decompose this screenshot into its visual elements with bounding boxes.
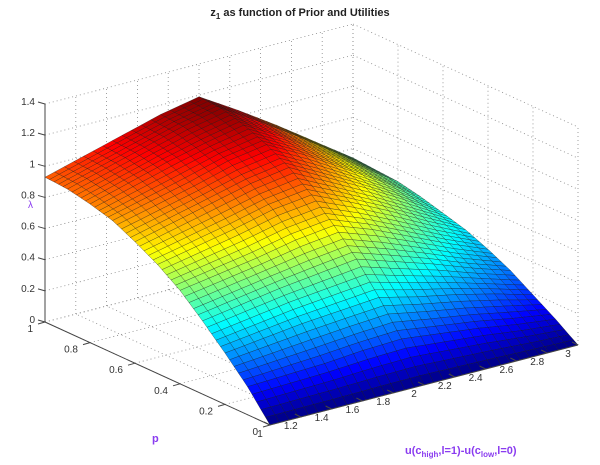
x-tick	[540, 349, 548, 354]
z-tick	[37, 101, 46, 105]
chart-title: z1 as function of Prior and Utilities	[210, 7, 390, 22]
x-tick-label: 1.6	[345, 405, 359, 416]
y-tick-label: 0.2	[199, 406, 213, 417]
x-tick-label: 1.2	[284, 421, 298, 432]
z-tick-label: 1.4	[21, 97, 35, 108]
x-tick-label: 2.8	[530, 357, 544, 368]
z-tick-label: 0.2	[21, 284, 35, 295]
z-tick	[37, 226, 46, 230]
z-tick	[37, 257, 46, 261]
y-tick	[82, 342, 91, 346]
grid-line	[352, 85, 579, 190]
y-tick	[172, 383, 181, 387]
z-axis-label: λ	[28, 200, 33, 211]
z-tick-label: 0.4	[21, 253, 35, 264]
x-tick	[510, 357, 517, 362]
x-tick-label: 2	[411, 389, 417, 400]
x-tick-label: 3	[565, 349, 571, 360]
z-tick-label: 0.6	[21, 222, 35, 233]
y-axis-line	[44, 321, 271, 426]
x-tick-label: 1.4	[315, 413, 329, 424]
y-tick-label: 0.6	[109, 365, 123, 376]
y-tick-label: 0.8	[64, 345, 78, 356]
z-tick	[37, 163, 46, 167]
x-tick-label: 2.4	[469, 373, 483, 384]
grid-line	[352, 54, 579, 159]
axes: 1 1.2 1.4 1.6 1.8 2 2.2 2.4 2.6 2.8 3 0 0.2 0.4 0.6 0.8…	[21, 97, 579, 440]
y-axis-label: p	[152, 433, 159, 445]
y-tick	[217, 403, 226, 407]
x-tick-label: 1	[257, 429, 263, 440]
y-tick	[262, 424, 271, 428]
x-tick-label: 2.6	[499, 365, 513, 376]
x-tick	[417, 381, 425, 386]
x-axis-label: u(chigh,l=1)-u(clow,l=0)	[405, 445, 517, 460]
x-tick	[294, 413, 302, 418]
z-tick	[37, 319, 46, 323]
grid-line	[44, 23, 354, 105]
x-tick	[325, 405, 332, 410]
y-tick	[37, 321, 46, 325]
x-tick	[263, 421, 271, 426]
z-tick	[37, 132, 46, 136]
x-tick	[386, 389, 394, 394]
surface-mesh	[44, 96, 579, 426]
x-tick-label: 2.2	[438, 381, 452, 392]
x-tick	[356, 397, 363, 402]
x-tick-label: 1.8	[376, 397, 390, 408]
z-tick	[37, 288, 46, 292]
z-tick	[37, 194, 46, 198]
y-tick-label: 0.4	[154, 386, 168, 397]
x-tick	[571, 341, 579, 346]
x-tick	[448, 373, 456, 378]
y-tick	[127, 362, 136, 366]
y-tick-label: 1	[27, 324, 33, 335]
z-tick-label: 0	[29, 315, 35, 326]
y-tick-label: 0	[252, 427, 258, 438]
grid-line	[352, 23, 579, 128]
z-tick-label: 1.2	[21, 128, 35, 139]
x-tick	[479, 365, 486, 370]
z-tick-label: 1	[29, 159, 35, 170]
z-tick-label: 0.8	[21, 190, 35, 201]
